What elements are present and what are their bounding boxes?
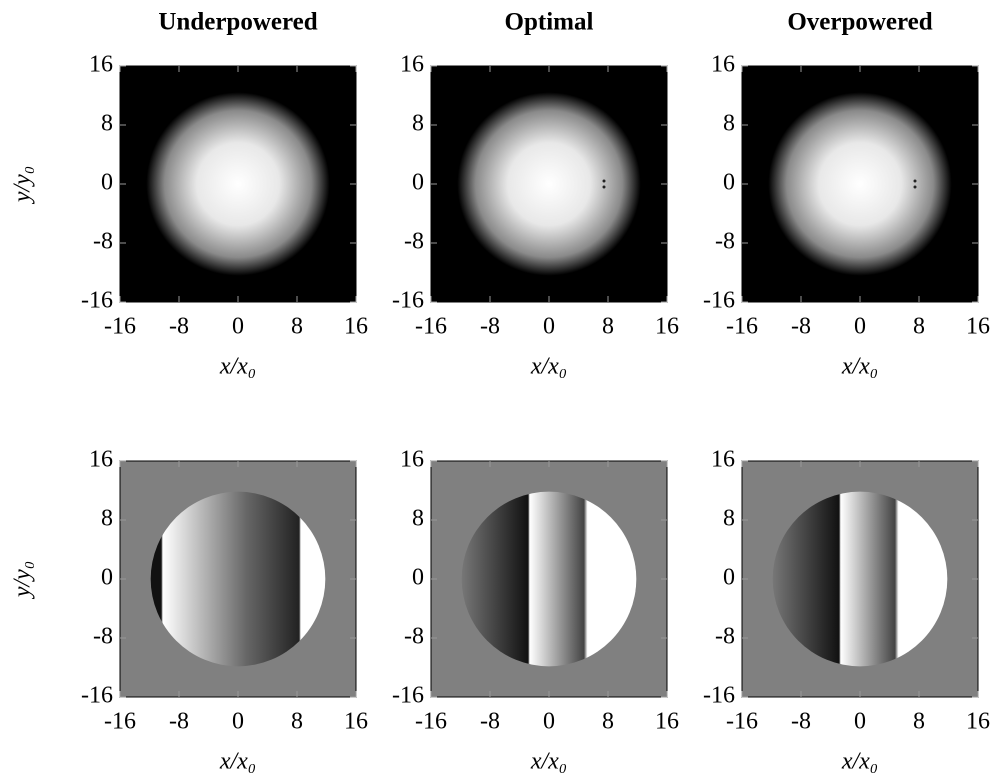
x-tick-label: 8 (602, 314, 614, 340)
x-tick-label: 16 (966, 709, 990, 735)
y-tick-label: 16 (711, 52, 735, 78)
x-tick-label: -8 (791, 709, 811, 735)
vortex (913, 179, 917, 183)
x-axis-label: x/x₀ (841, 749, 878, 775)
x-axis-label: x/x₀ (219, 749, 256, 775)
image (431, 66, 667, 302)
y-tick-label: 16 (89, 447, 113, 473)
x-tick-label: -16 (104, 709, 136, 735)
y-tick-label: 16 (400, 52, 424, 78)
x-tick-label: 8 (291, 314, 303, 340)
x-tick-label: 0 (543, 314, 555, 340)
y-tick-label: -16 (392, 288, 424, 314)
image (120, 66, 356, 302)
beam (457, 92, 641, 276)
x-axis-label: x/x₀ (841, 354, 878, 380)
y-tick-label: 8 (723, 111, 735, 137)
x-tick-label: 16 (655, 709, 679, 735)
y-tick-label: -16 (703, 683, 735, 709)
x-axis-label: x/x₀ (530, 354, 567, 380)
x-tick-label: 0 (854, 709, 866, 735)
vortex (602, 179, 606, 183)
x-tick-label: -16 (415, 709, 447, 735)
y-tick-label: 8 (412, 111, 424, 137)
x-tick-label: 0 (854, 314, 866, 340)
y-tick-label: -8 (715, 229, 735, 255)
x-tick-label: -16 (104, 314, 136, 340)
x-tick-label: 8 (913, 314, 925, 340)
image (431, 461, 667, 697)
panel-title: Underpowered (158, 9, 317, 36)
y-tick-label: 0 (101, 565, 113, 591)
y-tick-label: 0 (101, 170, 113, 196)
y-tick-label: 16 (89, 52, 113, 78)
panel-title: Optimal (505, 9, 594, 36)
y-tick-label: -8 (93, 624, 113, 650)
y-tick-label: -16 (81, 288, 113, 314)
y-axis-label: y/y₀ (10, 561, 36, 599)
image (120, 461, 356, 697)
x-tick-label: -8 (169, 314, 189, 340)
y-tick-label: 8 (412, 506, 424, 532)
x-tick-label: 8 (291, 709, 303, 735)
y-tick-label: 0 (723, 565, 735, 591)
x-tick-label: -16 (415, 314, 447, 340)
phase (150, 491, 326, 667)
y-tick-label: 0 (723, 170, 735, 196)
x-tick-label: -16 (726, 314, 758, 340)
x-tick-label: 8 (913, 709, 925, 735)
x-tick-label: 0 (543, 709, 555, 735)
y-tick-label: -16 (703, 288, 735, 314)
x-tick-label: 16 (344, 314, 368, 340)
x-tick-label: 0 (232, 709, 244, 735)
x-tick-label: -8 (480, 314, 500, 340)
x-axis-label: x/x₀ (219, 354, 256, 380)
panel-title: Overpowered (787, 9, 932, 36)
x-tick-label: 16 (966, 314, 990, 340)
phase (461, 491, 637, 667)
y-tick-label: 0 (412, 170, 424, 196)
x-tick-label: 8 (602, 709, 614, 735)
x-tick-label: 0 (232, 314, 244, 340)
y-tick-label: 0 (412, 565, 424, 591)
vortex (602, 185, 606, 189)
y-tick-label: -8 (93, 229, 113, 255)
vortex (913, 185, 917, 189)
x-tick-label: -16 (726, 709, 758, 735)
image (742, 66, 978, 302)
x-tick-label: -8 (791, 314, 811, 340)
image (742, 461, 978, 697)
x-tick-label: -8 (169, 709, 189, 735)
y-tick-label: -8 (404, 624, 424, 650)
beam (768, 92, 952, 276)
phase (772, 491, 948, 667)
y-tick-label: 16 (711, 447, 735, 473)
y-tick-label: 8 (101, 111, 113, 137)
x-tick-label: -8 (480, 709, 500, 735)
y-tick-label: 16 (400, 447, 424, 473)
x-axis-label: x/x₀ (530, 749, 567, 775)
y-tick-label: -8 (404, 229, 424, 255)
x-tick-label: 16 (655, 314, 679, 340)
y-tick-label: 8 (101, 506, 113, 532)
y-tick-label: -16 (392, 683, 424, 709)
y-tick-label: -8 (715, 624, 735, 650)
y-tick-label: 8 (723, 506, 735, 532)
x-tick-label: 16 (344, 709, 368, 735)
y-tick-label: -16 (81, 683, 113, 709)
y-axis-label: y/y₀ (10, 166, 36, 204)
beam (146, 92, 330, 276)
